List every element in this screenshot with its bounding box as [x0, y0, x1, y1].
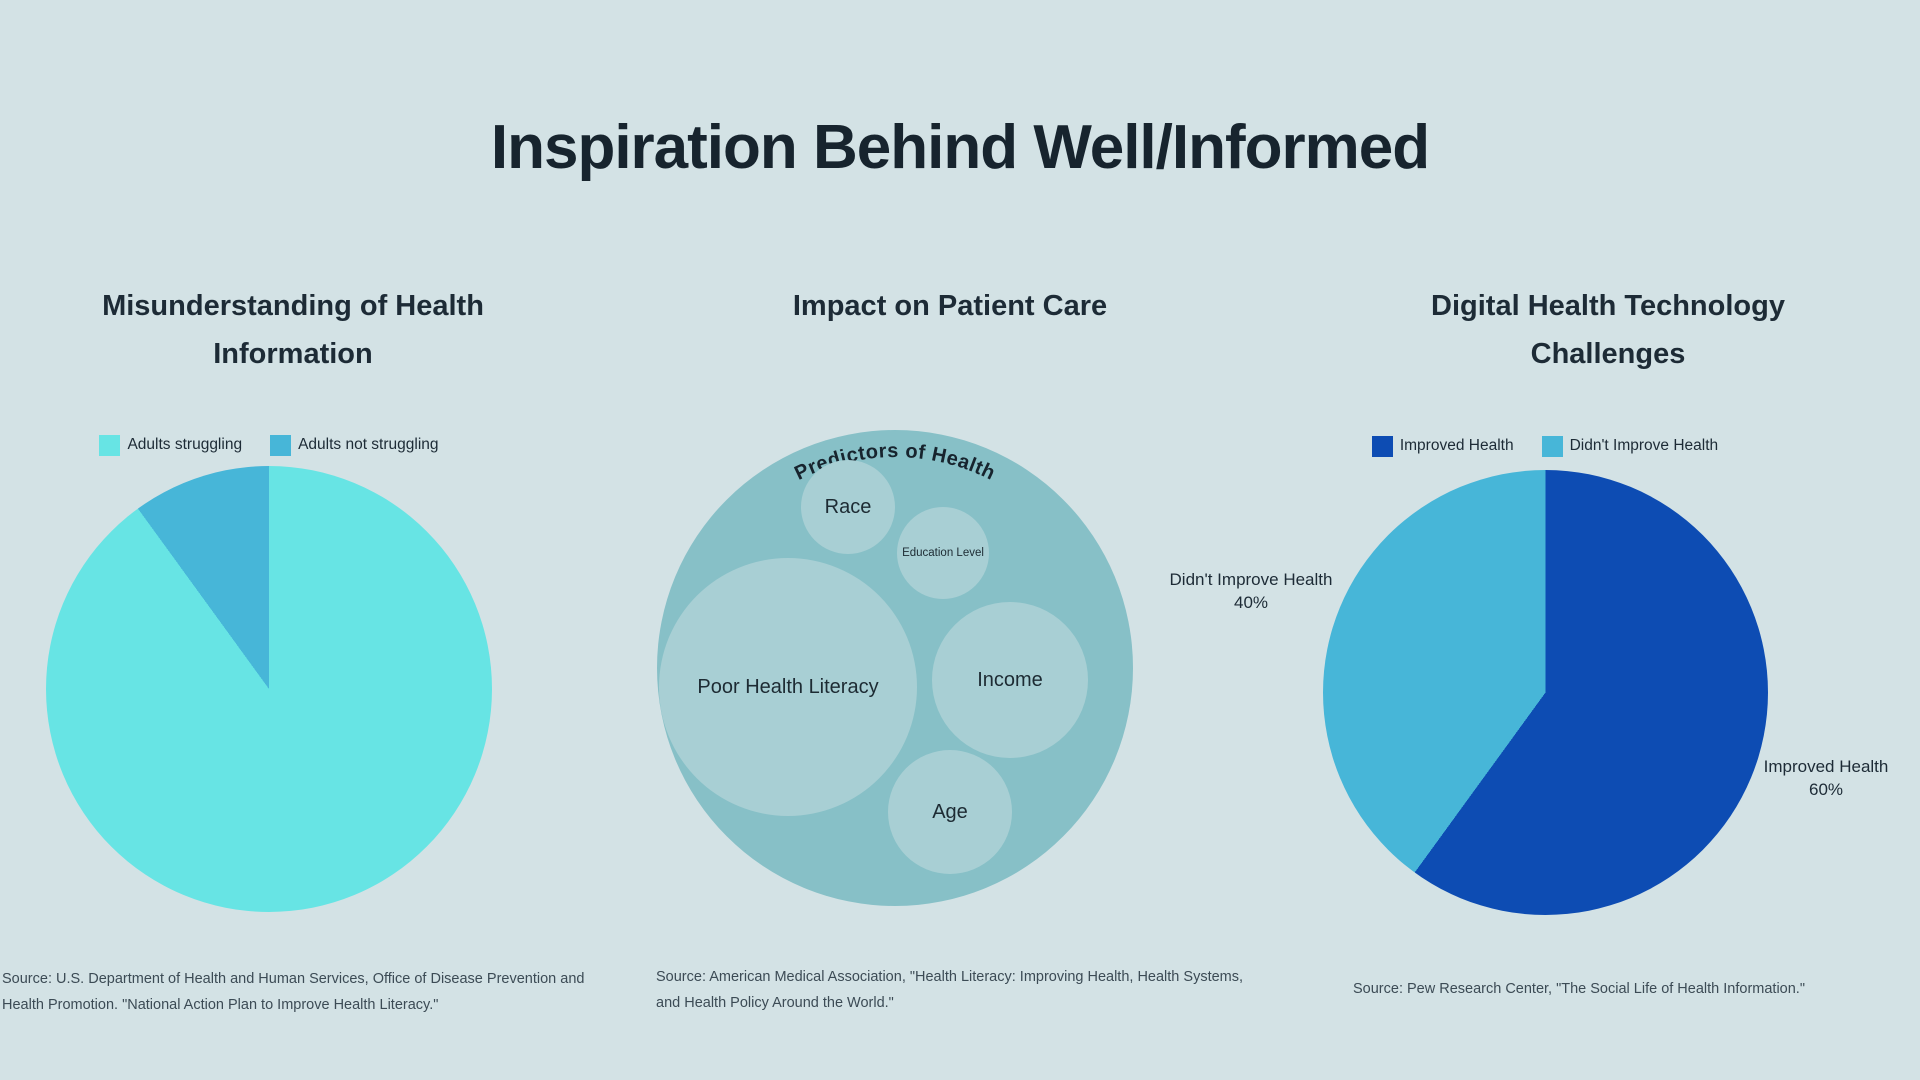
- legend-item-improved-health: Improved Health: [1371, 435, 1514, 457]
- middle-chart-title: Impact on Patient Care: [660, 282, 1240, 330]
- right-chart-legend: Improved Health Didn't Improve Health: [1322, 434, 1768, 458]
- legend-item-adults-not-struggling: Adults not struggling: [270, 434, 439, 456]
- legend-swatch-icon: [99, 434, 121, 456]
- bubble-label: Age: [932, 800, 968, 823]
- pie-label-category: Didn't Improve Health: [1169, 570, 1333, 589]
- right-chart-title: Digital Health Technology Challenges: [1373, 282, 1843, 378]
- left-chart-legend: Adults struggling Adults not struggling: [46, 433, 492, 457]
- bubble-income: Income: [932, 602, 1088, 758]
- source-line: Health Promotion. "National Action Plan …: [2, 997, 439, 1013]
- legend-label: Adults struggling: [127, 436, 243, 453]
- left-chart-source: Source: U.S. Department of Health and Hu…: [2, 966, 642, 1018]
- pie-label-category: Improved Health: [1763, 757, 1889, 776]
- bubble-label: Poor Health Literacy: [697, 675, 879, 698]
- legend-label: Improved Health: [1399, 437, 1514, 454]
- left-chart-title: Misunderstanding of Health Information: [58, 282, 528, 378]
- bubble-label: Race: [824, 495, 872, 518]
- legend-label: Didn't Improve Health: [1569, 437, 1719, 454]
- bubble-label: Education Level: [902, 547, 984, 559]
- pie-label-didnt-improve-health: Didn't Improve Health 40%: [1131, 568, 1371, 614]
- misunderstanding-pie-chart: [46, 466, 492, 912]
- source-line: and Health Policy Around the World.": [656, 995, 894, 1011]
- digital-health-pie-chart: [1323, 470, 1768, 915]
- pie-label-value: 40%: [1233, 593, 1269, 612]
- predictors-bubble-chart: Predictors of Health Race Education Leve…: [657, 430, 1133, 906]
- legend-swatch-icon: [1371, 435, 1393, 457]
- left-chart-title-line-1: Misunderstanding of Health: [102, 290, 484, 322]
- legend-item-adults-struggling: Adults struggling: [99, 434, 243, 456]
- bubble-age: Age: [888, 750, 1012, 874]
- bubble-poor-health-literacy: Poor Health Literacy: [659, 558, 917, 816]
- legend-label: Adults not struggling: [298, 436, 439, 453]
- middle-chart-title-line-1: Impact on Patient Care: [792, 290, 1108, 322]
- pie-label-value: 60%: [1808, 780, 1844, 799]
- legend-swatch-icon: [270, 434, 292, 456]
- right-chart-title-line-1: Digital Health Technology: [1431, 290, 1785, 322]
- source-line: Source: Pew Research Center, "The Social…: [1353, 981, 1805, 997]
- right-chart-title-line-2: Challenges: [1530, 338, 1686, 370]
- bubble-education-level: Education Level: [897, 507, 989, 599]
- legend-item-didnt-improve-health: Didn't Improve Health: [1541, 435, 1719, 457]
- bubble-race: Race: [801, 460, 895, 554]
- legend-swatch-icon: [1541, 435, 1563, 457]
- pie-label-improved-health: Improved Health 60%: [1706, 755, 1920, 801]
- left-chart-title-line-2: Information: [213, 338, 373, 370]
- right-chart-source: Source: Pew Research Center, "The Social…: [1353, 976, 1913, 1002]
- middle-chart-source: Source: American Medical Association, "H…: [656, 964, 1316, 1016]
- source-line: Source: American Medical Association, "H…: [656, 969, 1244, 985]
- source-line: Source: U.S. Department of Health and Hu…: [2, 971, 585, 987]
- bubble-label: Income: [977, 668, 1043, 691]
- page-title: Inspiration Behind Well/Informed: [490, 113, 1430, 182]
